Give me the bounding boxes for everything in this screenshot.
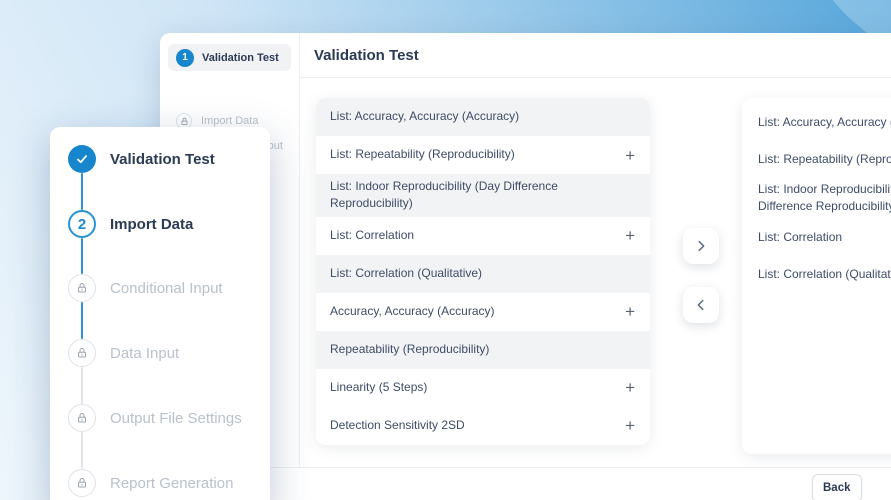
list-item-label: List: Indoor Reproducibility (Day Differ… <box>330 179 558 211</box>
wizard-card: 1 Validation Test Import Data <box>160 33 891 500</box>
selected-tests-list: List: Accuracy, Accuracy (Accuracy) List… <box>742 98 891 454</box>
list-item-label: List: Correlation (Qualitative) <box>758 266 891 281</box>
stepper-connector <box>81 432 83 469</box>
wizard-header: Validation Test <box>300 33 891 78</box>
sidebar-step-validation-test[interactable]: 1 Validation Test <box>168 44 291 71</box>
stepper-connector <box>81 238 83 274</box>
step-validation-test[interactable]: Validation Test <box>68 144 264 174</box>
add-icon[interactable]: + <box>625 416 635 436</box>
list-item-label: Accuracy, Accuracy (Accuracy) <box>330 304 495 319</box>
step-import-data[interactable]: 2 Import Data <box>68 209 264 239</box>
list-item-label: Linearity (5 Steps) <box>330 380 428 395</box>
step-label: Report Generation <box>110 474 234 492</box>
list-item[interactable]: Repeatability (Reproducibility) <box>316 330 650 369</box>
step-label: Output File Settings <box>110 409 242 427</box>
move-left-button[interactable] <box>683 287 719 323</box>
lock-icon <box>68 339 96 367</box>
list-item[interactable]: Detection Sensitivity 2SD + <box>316 407 650 445</box>
list-item[interactable]: List: Correlation (Qualitative) <box>316 254 650 293</box>
step-report-generation: Report Generation <box>68 468 264 498</box>
list-item[interactable]: List: Repeatability (Reproducibility) <box>742 141 891 178</box>
list-item[interactable]: List: Correlation (Qualitative) <box>742 256 891 293</box>
lock-icon <box>68 274 96 302</box>
step-output-file-settings: Output File Settings <box>68 403 264 433</box>
sidebar-step-label: Validation Test <box>202 51 279 64</box>
wizard-footer: Back <box>160 467 891 500</box>
list-item-label: List: Correlation <box>330 228 415 243</box>
list-item-label: Detection Sensitivity 2SD <box>330 418 465 433</box>
step-data-input: Data Input <box>68 338 264 368</box>
lock-icon <box>68 404 96 432</box>
add-icon[interactable]: + <box>625 302 635 322</box>
list-item-label: List: Repeatability (Reproducibility) <box>758 151 891 166</box>
step-label: Data Input <box>110 344 180 362</box>
list-item[interactable]: List: Repeatability (Reproducibility) + <box>316 136 650 174</box>
list-item[interactable]: List: Accuracy, Accuracy (Accuracy) <box>316 98 650 136</box>
list-item[interactable]: List: Indoor Reproducibility (Day Differ… <box>742 178 891 219</box>
list-item[interactable]: List: Correlation + <box>316 217 650 255</box>
list-item-label: List: Correlation <box>758 229 843 244</box>
add-icon[interactable]: + <box>625 226 635 246</box>
list-item-label: List: Repeatability (Reproducibility) <box>330 147 515 162</box>
chevron-right-icon <box>698 240 705 252</box>
list-item-label: List: Correlation (Qualitative) <box>330 266 483 281</box>
list-item-label: List: Accuracy, Accuracy (Accuracy) <box>330 109 520 124</box>
list-item-label: List: Indoor Reproducibility (Day Differ… <box>758 182 891 214</box>
available-tests-list: List: Accuracy, Accuracy (Accuracy) List… <box>316 98 650 445</box>
list-item-label: List: Accuracy, Accuracy (Accuracy) <box>758 114 891 129</box>
check-icon <box>68 145 96 173</box>
step-number-badge: 2 <box>68 210 96 238</box>
chevron-left-icon <box>697 299 704 311</box>
sidebar-step-label: Import Data <box>201 115 259 127</box>
list-item[interactable]: List: Accuracy, Accuracy (Accuracy) <box>742 104 891 141</box>
stepper-connector <box>81 173 83 210</box>
add-icon[interactable]: + <box>625 378 635 398</box>
stepper-connector <box>81 302 83 339</box>
step-conditional-input: Conditional Input <box>68 273 264 303</box>
back-button[interactable]: Back <box>812 474 862 500</box>
step-label: Validation Test <box>110 150 215 168</box>
list-item[interactable]: List: Indoor Reproducibility (Day Differ… <box>316 174 650 217</box>
add-icon[interactable]: + <box>625 145 635 165</box>
step-label: Conditional Input <box>110 279 223 297</box>
list-item[interactable]: List: Correlation <box>742 219 891 256</box>
page-title: Validation Test <box>314 46 419 64</box>
sidebar-step-import-data: Import Data <box>176 111 297 131</box>
step-number-badge: 1 <box>176 48 194 67</box>
move-right-button[interactable] <box>683 228 719 264</box>
list-item[interactable]: Linearity (5 Steps) + <box>316 369 650 407</box>
stepper-connector <box>81 367 83 404</box>
list-item[interactable]: Accuracy, Accuracy (Accuracy) + <box>316 293 650 331</box>
lock-icon <box>68 469 96 497</box>
step-label: Import Data <box>110 215 194 233</box>
stepper-overlay-card: Validation Test 2 Import Data Conditiona… <box>50 127 270 500</box>
list-item-label: Repeatability (Reproducibility) <box>330 342 490 357</box>
